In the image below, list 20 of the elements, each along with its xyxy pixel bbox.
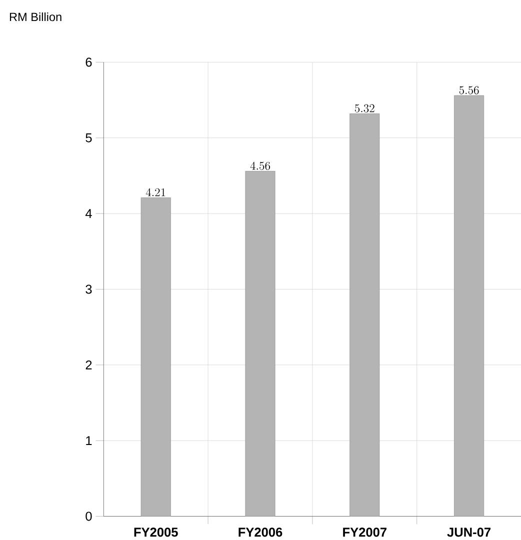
y-tick-label: 6	[86, 58, 92, 67]
data-label: 4.56	[250, 162, 270, 170]
bar	[454, 95, 484, 516]
x-tick-label: FY2005	[134, 528, 178, 537]
y-tick-label: 5	[85, 133, 92, 142]
x-tick-label: FY2006	[238, 528, 282, 537]
data-label: 4.21	[146, 188, 165, 196]
y-tick-label: 0	[85, 512, 92, 521]
data-label: 5.56	[459, 86, 479, 94]
bar	[140, 197, 171, 516]
y-tick-label: 4	[85, 209, 92, 218]
x-tick-label: FY2007	[342, 528, 386, 537]
y-axis-title: RM Billion	[10, 12, 62, 22]
y-tick-label: 3	[85, 284, 92, 294]
data-label: 5.32	[354, 104, 374, 112]
bar	[245, 170, 276, 516]
y-tick-label: 1	[86, 436, 92, 446]
bar	[349, 113, 380, 516]
y-tick-label: 2	[86, 360, 92, 370]
x-tick-label: JUN-07	[447, 528, 490, 537]
